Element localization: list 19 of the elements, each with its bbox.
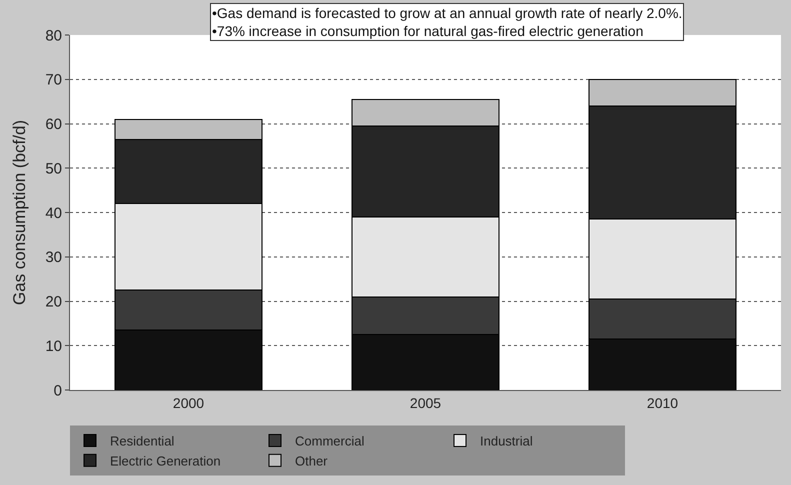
legend-label: Commercial	[295, 434, 364, 449]
legend-label: Electric Generation	[110, 453, 221, 468]
y-tick-label: 0	[54, 382, 62, 400]
y-axis-title: Gas consumption (bcf/d)	[10, 120, 29, 306]
y-tick-label: 70	[45, 72, 62, 89]
y-tick-label: 60	[45, 116, 62, 133]
x-tick-label: 2000	[172, 394, 204, 411]
legend-label: Industrial	[480, 434, 533, 449]
x-tick-label: 2010	[646, 394, 678, 411]
y-tick-label: 80	[45, 27, 62, 44]
y-tick-label: 50	[45, 160, 62, 178]
legend-label: Other	[295, 453, 328, 468]
legend-label: Residential	[110, 434, 174, 449]
y-tick-label: 30	[45, 249, 62, 266]
x-tick-label: 2005	[410, 394, 442, 411]
annotation: •Gas demand is forecasted to grow at an annual growth rate of nearly 2.0%. •73% increase in consumption for natural gas-fired electric generation	[212, 5, 682, 40]
y-tick-label: 10	[45, 338, 62, 355]
y-tick-label: 20	[45, 294, 62, 310]
y-tick-label: 40	[45, 204, 62, 222]
